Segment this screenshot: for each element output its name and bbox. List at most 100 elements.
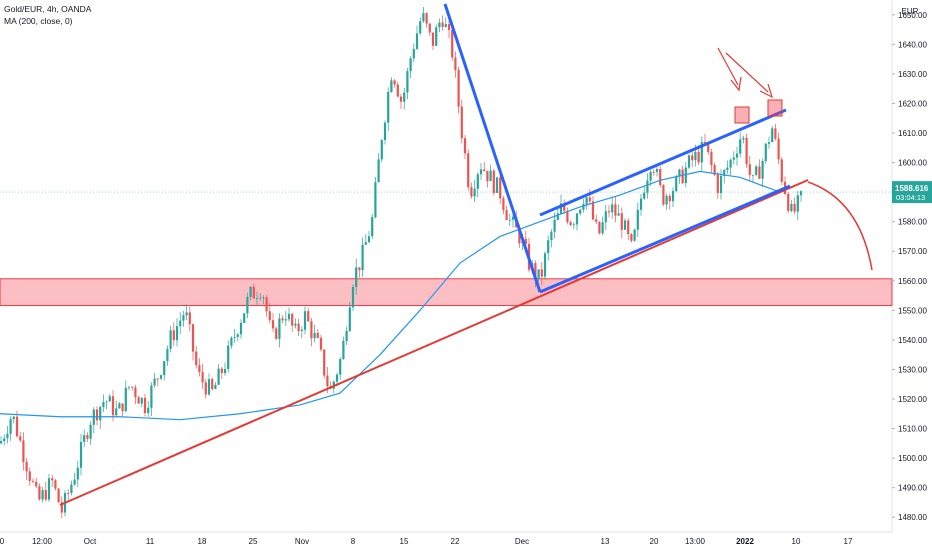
x-tick-label: 15 xyxy=(400,537,409,546)
candle-body xyxy=(220,368,223,374)
candle-body xyxy=(687,155,691,168)
candle-body xyxy=(713,165,716,175)
candle-body xyxy=(371,217,374,237)
x-tick-label: 11 xyxy=(146,537,155,546)
candle-body xyxy=(380,140,383,160)
candle-body xyxy=(28,471,31,481)
candle-body xyxy=(300,329,303,331)
x-tick-label: 17 xyxy=(844,537,853,546)
candle-body xyxy=(38,486,41,500)
candle-body xyxy=(447,24,451,30)
candle-body xyxy=(313,332,316,339)
candle-body xyxy=(57,488,60,503)
candle-body xyxy=(614,204,617,216)
candle-body xyxy=(377,159,380,183)
candle-body xyxy=(489,170,492,182)
candle-body xyxy=(307,311,310,322)
x-tick-label: Oct xyxy=(84,537,97,546)
candle-body xyxy=(556,213,559,220)
candle-body xyxy=(51,478,54,481)
candle-body xyxy=(457,69,460,107)
candle-body xyxy=(207,379,211,395)
candle-body xyxy=(643,192,646,199)
x-tick-label: Nov xyxy=(295,537,309,546)
candle-body xyxy=(758,166,761,179)
candle-body xyxy=(399,96,403,102)
candle-body xyxy=(364,242,367,245)
candle-body xyxy=(569,222,572,225)
candle-body xyxy=(767,142,771,144)
candle-body xyxy=(652,171,655,173)
chart-legend: Gold/EUR, 4h, OANDA MA (200, close, 0) xyxy=(4,3,91,27)
candle-body xyxy=(771,128,774,143)
candle-body xyxy=(796,195,799,212)
candle-body xyxy=(550,231,553,241)
candle-body xyxy=(83,435,86,442)
candle-body xyxy=(147,407,150,413)
arrow-icon xyxy=(759,83,773,99)
candle-body xyxy=(726,167,729,171)
candle-body xyxy=(502,198,505,211)
candle-body xyxy=(175,326,179,341)
candle-body xyxy=(367,236,371,243)
y-tick-label: 1640.00 xyxy=(898,40,927,49)
candle-body xyxy=(348,307,351,332)
y-tick-label: 1490.00 xyxy=(898,484,927,493)
candle-body xyxy=(361,244,364,271)
candle-body xyxy=(230,337,233,346)
candle-body xyxy=(236,334,239,337)
x-tick-label: 25 xyxy=(249,537,258,546)
candle-body xyxy=(745,137,748,165)
candle-body xyxy=(697,151,700,163)
candle-body xyxy=(735,153,739,158)
candle-body xyxy=(252,286,255,299)
candle-body xyxy=(511,216,515,220)
candle-body xyxy=(716,174,719,194)
candle-body xyxy=(115,408,118,416)
candle-body xyxy=(662,185,665,205)
candle-body xyxy=(707,144,710,152)
candle-body xyxy=(86,435,89,439)
candle-body xyxy=(537,269,540,280)
candle-body xyxy=(358,267,361,271)
candle-body xyxy=(303,311,307,330)
candle-body xyxy=(262,297,265,299)
candle-body xyxy=(201,371,204,383)
y-tick-label: 1500.00 xyxy=(898,454,927,463)
candle-body xyxy=(291,313,294,326)
candle-body xyxy=(166,348,169,362)
candle-body xyxy=(9,419,12,434)
candle-body xyxy=(630,234,633,241)
candle-body xyxy=(579,209,582,214)
candle-body xyxy=(585,197,588,205)
candle-body xyxy=(278,318,281,339)
candle-body xyxy=(684,167,687,184)
x-tick-label: 0 xyxy=(0,537,5,546)
candle-body xyxy=(553,219,556,232)
candle-body xyxy=(335,374,339,382)
y-tick-label: 1650.00 xyxy=(898,11,927,20)
x-tick-label: 20 xyxy=(650,537,659,546)
candle-body xyxy=(22,440,25,462)
candle-body xyxy=(19,436,22,441)
candle-body xyxy=(655,169,659,172)
y-tick-label: 1550.00 xyxy=(898,306,927,315)
candle-body xyxy=(483,169,486,171)
candle-body xyxy=(127,386,131,388)
support-zone xyxy=(0,278,893,307)
candle-body xyxy=(185,312,188,316)
candle-body xyxy=(620,213,623,230)
candle-body xyxy=(140,397,143,404)
candle-body xyxy=(639,198,643,210)
candle-body xyxy=(508,219,511,221)
candle-body xyxy=(239,322,243,335)
candle-body xyxy=(393,80,396,85)
candle-body xyxy=(460,106,463,139)
candle-body xyxy=(316,332,319,338)
candle-body xyxy=(505,210,508,221)
candle-body xyxy=(739,139,742,154)
candle-body xyxy=(54,480,57,489)
candle-body xyxy=(31,480,35,482)
